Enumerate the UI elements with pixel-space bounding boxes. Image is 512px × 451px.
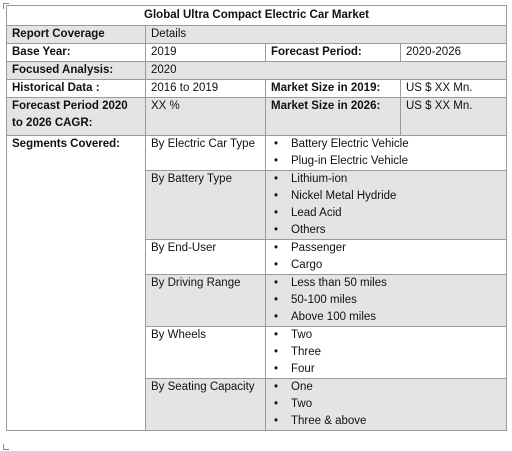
segment-row: Segments Covered: By Electric Car Type •… (6, 135, 508, 431)
cagr-row: Forecast Period 2020 to 2026 CAGR: XX % … (6, 97, 508, 136)
bullet-icon: • (274, 190, 279, 202)
cagr-value: XX % (145, 97, 266, 136)
base-year-value: 2019 (145, 43, 266, 62)
table-corner-marker (3, 3, 9, 9)
segment-item-label: Above 100 miles (291, 311, 377, 323)
table-corner-marker-bottom (3, 444, 9, 450)
segment-row: By Seating Capacity • One • Two • Three & a… (7, 378, 508, 431)
bullet-icon: • (274, 259, 279, 271)
list-item: • Less than 50 miles (271, 275, 501, 292)
historical-data-value: 2016 to 2019 (145, 79, 266, 98)
forecast-period-label: Forecast Period: (265, 43, 401, 62)
forecast-period-value: 2020-2026 (399, 43, 508, 62)
segment-item-label: One (291, 381, 313, 393)
header-report-coverage: Report Coverage (6, 25, 146, 44)
bullet-icon: • (274, 398, 279, 410)
list-item: • Three & above (271, 413, 501, 430)
list-item: • Others (271, 222, 501, 239)
segment-name: By Wheels (145, 326, 266, 379)
segment-item-label: Nickel Metal Hydride (291, 190, 397, 202)
list-item: • Nickel Metal Hydride (271, 188, 501, 205)
table-header-row: Report Coverage Details (6, 25, 508, 44)
segment-name: By Driving Range (145, 274, 266, 327)
cagr-label: Forecast Period 2020 to 2026 CAGR: (6, 97, 146, 136)
segment-item-label: 50-100 miles (291, 294, 357, 306)
segments-covered-label: Segments Covered: (6, 135, 146, 431)
focused-analysis-label: Focused Analysis: (6, 61, 146, 80)
segment-item-label: Lead Acid (291, 207, 342, 219)
list-item: • Three (271, 344, 501, 361)
list-item: • Lithium-ion (271, 171, 501, 188)
bullet-icon: • (274, 224, 279, 236)
list-item: • Plug-in Electric Vehicle (271, 153, 501, 170)
list-item: • Battery Electric Vehicle (271, 136, 501, 153)
market-size-2026-value: US $ XX Mn. (399, 97, 508, 136)
segment-item-label: Three & above (291, 415, 367, 427)
report-coverage-table: Global Ultra Compact Electric Car Market… (5, 5, 508, 431)
segment-item-label: Battery Electric Vehicle (291, 138, 409, 150)
segment-item-label: Three (291, 346, 322, 358)
list-item: • 50-100 miles (271, 292, 501, 309)
list-item: • Above 100 miles (271, 309, 501, 326)
bullet-icon: • (274, 277, 279, 289)
bullet-icon: • (274, 329, 279, 341)
segment-items: • Lithium-ion • Nickel Metal Hydride • Lead… (264, 170, 508, 240)
market-size-2019-value: US $ XX Mn. (399, 79, 508, 98)
segment-item-label: Four (291, 363, 315, 375)
list-item: • Passenger (271, 240, 501, 257)
list-item: • Two (271, 327, 501, 344)
segment-items: • Less than 50 miles • 50-100 miles • Above… (264, 274, 508, 327)
bullet-icon: • (274, 207, 279, 219)
bullet-icon: • (274, 311, 279, 323)
segment-item-label: Plug-in Electric Vehicle (291, 155, 408, 167)
segment-item-label: Two (291, 329, 313, 341)
segment-name: By Electric Car Type (145, 135, 266, 171)
historical-data-row: Historical Data : 2016 to 2019 Market Si… (6, 79, 508, 98)
segment-name: By End-User (145, 239, 266, 275)
focused-analysis-value: 2020 (144, 61, 508, 80)
bullet-icon: • (274, 155, 279, 167)
segment-items: • One • Two • Three & above (264, 378, 508, 431)
market-size-2019-label: Market Size in 2019: (265, 79, 401, 98)
list-item: • Four (271, 361, 501, 378)
table-title: Global Ultra Compact Electric Car Market (5, 5, 508, 26)
segment-name: By Battery Type (145, 170, 266, 240)
base-year-row: Base Year: 2019 Forecast Period: 2020-20… (6, 43, 508, 62)
segment-item-label: Two (291, 398, 313, 410)
segment-items: • Battery Electric Vehicle • Plug-in Elect… (264, 135, 508, 171)
segment-item-label: Passenger (291, 242, 346, 254)
list-item: • Lead Acid (271, 205, 501, 222)
segment-row: By Driving Range • Less than 50 miles • 50… (7, 274, 508, 327)
bullet-icon: • (274, 381, 279, 393)
bullet-icon: • (274, 294, 279, 306)
segment-item-label: Others (291, 224, 326, 236)
list-item: • Cargo (271, 257, 501, 274)
segment-item-label: Lithium-ion (291, 173, 348, 185)
bullet-icon: • (274, 415, 279, 427)
header-details: Details (144, 25, 508, 44)
base-year-label: Base Year: (6, 43, 146, 62)
list-item: • One (271, 379, 501, 396)
bullet-icon: • (274, 242, 279, 254)
bullet-icon: • (274, 173, 279, 185)
market-size-2026-label: Market Size in 2026: (265, 97, 401, 136)
segment-items: • Two • Three • Four (264, 326, 508, 379)
segment-item-label: Less than 50 miles (291, 277, 387, 289)
segment-name: By Seating Capacity (145, 378, 266, 431)
segment-items: • Passenger • Cargo (264, 239, 508, 275)
bullet-icon: • (274, 138, 279, 150)
list-item: • Two (271, 396, 501, 413)
segment-item-label: Cargo (291, 259, 323, 271)
segment-row: By Wheels • Two • Three • Four (7, 326, 508, 379)
bullet-icon: • (274, 346, 279, 358)
historical-data-label: Historical Data : (6, 79, 146, 98)
bullet-icon: • (274, 363, 279, 375)
focused-analysis-row: Focused Analysis: 2020 (6, 61, 508, 80)
